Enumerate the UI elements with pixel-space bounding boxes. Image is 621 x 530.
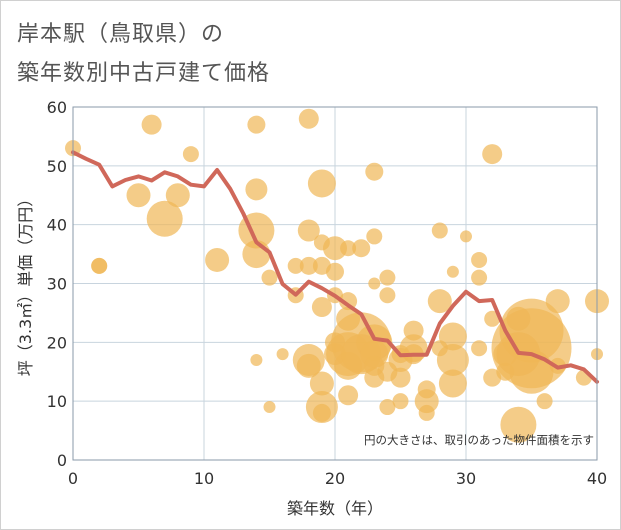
data-bubble	[460, 230, 472, 243]
data-bubble	[165, 183, 190, 208]
data-bubble	[379, 399, 396, 416]
bubble-size-note: 円の大きさは、取引のあった物件面積を示す	[364, 433, 594, 447]
data-bubble	[379, 287, 396, 304]
y-tick-label: 50	[47, 157, 67, 176]
data-bubble	[312, 403, 331, 422]
data-bubble	[245, 178, 268, 201]
data-bubble	[418, 404, 435, 421]
data-bubble	[146, 200, 183, 237]
plot-border	[72, 106, 598, 461]
x-tick-label: 10	[194, 469, 214, 488]
data-bubble	[309, 371, 334, 396]
data-bubble	[352, 239, 371, 258]
data-bubble	[338, 385, 359, 406]
data-bubble	[261, 269, 278, 286]
y-tick-label: 0	[57, 451, 67, 470]
y-tick-label: 40	[47, 216, 67, 235]
data-bubble	[536, 393, 553, 410]
data-bubble	[250, 353, 263, 366]
data-bubble	[545, 289, 570, 314]
data-bubble	[471, 340, 488, 357]
data-bubble	[276, 348, 289, 361]
x-tick-label: 0	[68, 469, 78, 488]
data-bubble	[296, 353, 321, 378]
chart-title-line2: 築年数別中古戸建て価格	[17, 61, 271, 86]
data-bubble	[509, 349, 554, 394]
data-bubble	[365, 162, 384, 181]
y-tick-label: 20	[47, 333, 67, 352]
data-bubble	[287, 257, 304, 274]
data-bubble	[368, 277, 381, 290]
x-tick-label: 40	[587, 469, 607, 488]
data-bubble	[471, 251, 488, 268]
x-tick-label: 30	[456, 469, 476, 488]
data-bubble	[482, 144, 503, 165]
chart-title-line1: 岸本駅（鳥取県）の	[17, 22, 225, 47]
data-bubble	[379, 269, 396, 286]
data-bubble	[392, 393, 409, 410]
data-bubble	[390, 367, 411, 388]
y-tick-label: 60	[47, 98, 67, 117]
data-bubble	[323, 236, 347, 261]
x-axis-label: 築年数（年）	[287, 499, 383, 518]
data-bubble	[414, 389, 439, 414]
data-bubble	[297, 219, 320, 242]
data-bubble	[311, 297, 332, 318]
data-bubble	[438, 322, 467, 351]
bubble-layer	[65, 108, 609, 443]
x-axis-ticks: 0 10 20 30 40	[68, 469, 607, 488]
data-bubble	[247, 115, 266, 134]
y-tick-label: 30	[47, 275, 67, 294]
data-bubble	[427, 289, 452, 314]
y-axis-ticks: 0 10 20 30 40 50 60	[47, 98, 67, 470]
data-bubble	[326, 262, 344, 281]
data-bubble	[500, 406, 537, 443]
data-bubble	[307, 169, 336, 198]
data-bubble	[299, 256, 318, 275]
data-bubble	[438, 369, 467, 398]
y-axis-label: 坪（3.3㎡）単価（万円）	[16, 191, 35, 376]
data-bubble	[91, 257, 108, 274]
data-bubble	[471, 269, 488, 286]
data-bubble	[484, 310, 501, 327]
data-bubble	[205, 247, 230, 272]
data-bubble	[263, 401, 276, 414]
data-bubble	[298, 108, 319, 129]
data-bubble	[431, 222, 448, 239]
y-tick-label: 10	[47, 392, 67, 411]
data-bubble	[446, 265, 459, 278]
data-bubble	[182, 146, 199, 163]
data-bubble	[339, 292, 358, 311]
data-bubble	[126, 183, 151, 208]
x-tick-label: 20	[325, 469, 345, 488]
data-bubble	[340, 240, 357, 257]
average-price-line	[71, 150, 599, 384]
data-bubble	[366, 228, 383, 245]
data-bubble	[141, 114, 162, 135]
data-bubble	[436, 343, 469, 376]
